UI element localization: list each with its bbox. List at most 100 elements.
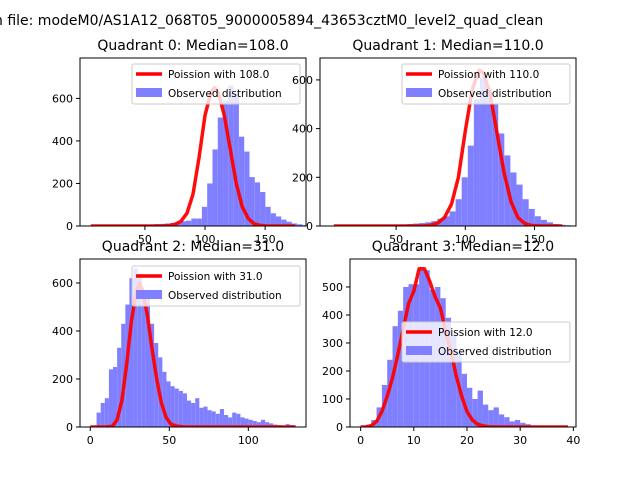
histogram-bar <box>201 206 208 226</box>
axes-frame <box>79 57 307 227</box>
x-tick-label: 150 <box>255 233 276 246</box>
histogram-bar <box>297 224 303 226</box>
y-tick-label: 400 <box>322 309 343 322</box>
histogram-bar <box>451 334 457 427</box>
histogram-bar <box>215 413 220 427</box>
histogram-bar <box>477 390 483 427</box>
histogram-bar <box>207 183 213 226</box>
y-tick-label: 0 <box>66 421 73 434</box>
histogram-bar <box>236 413 241 427</box>
histogram-bar <box>534 216 541 226</box>
histogram-bar <box>180 221 187 226</box>
histogram-bar <box>244 151 250 226</box>
histogram-bar <box>256 422 261 427</box>
histogram-bar <box>443 216 450 226</box>
histogram-bar <box>207 410 212 427</box>
y-tick-label: 300 <box>322 337 343 350</box>
legend: Poission with 108.0 Observed distribution <box>131 63 301 105</box>
x-tick-label: 30 <box>513 434 527 447</box>
histogram-bar <box>203 406 208 427</box>
x-tick-label: 10 <box>407 434 421 447</box>
x-tick-label: 40 <box>566 434 580 447</box>
legend-label-observed: Observed distribution <box>438 88 552 100</box>
histogram-bar <box>219 409 224 427</box>
histogram-bar <box>275 216 282 226</box>
histogram-bar <box>217 117 224 226</box>
histogram-bar <box>516 184 523 226</box>
legend: Poission with 31.0 Observed distribution <box>131 265 301 307</box>
histogram-bar <box>133 268 138 427</box>
histogram-bar <box>482 404 489 427</box>
x-tick-label: 20 <box>460 434 474 447</box>
histogram-bar <box>162 371 167 427</box>
histogram-bar <box>223 100 229 226</box>
histogram-bar <box>233 94 239 226</box>
histogram-bar <box>493 407 499 427</box>
histogram-bar <box>260 419 266 427</box>
histogram-bar <box>265 206 271 226</box>
histogram-bar <box>514 420 521 427</box>
legend-label-poisson: Poission with 12.0 <box>438 327 533 339</box>
x-tick-label: 150 <box>524 233 545 246</box>
x-tick-label: 100 <box>195 233 216 246</box>
histogram-bar <box>141 292 146 427</box>
y-tick-label: 600 <box>52 277 73 290</box>
poisson-line <box>360 267 568 427</box>
histogram-bar <box>479 77 487 226</box>
histogram-bar <box>486 89 493 226</box>
histogram-bar <box>150 323 155 427</box>
legend-box <box>131 265 301 307</box>
y-tick-label: 0 <box>336 421 343 434</box>
histogram-bar <box>137 273 142 427</box>
axes-frame <box>79 258 307 428</box>
legend-label-observed: Observed distribution <box>168 290 282 302</box>
histogram-bar <box>546 222 554 226</box>
histogram-bar <box>113 367 118 427</box>
legend-label-observed: Observed distribution <box>438 346 552 358</box>
histogram-bar <box>199 407 204 427</box>
chart-panel-3: 0 100 200 300 400 500 0 10 20 30 40 Quadrant 3: Med… <box>322 239 580 447</box>
legend-label-poisson: Poission with 31.0 <box>168 271 263 283</box>
histogram-bar <box>449 211 456 226</box>
histogram-bar <box>510 172 517 226</box>
x-tick-label: 100 <box>455 233 476 246</box>
y-tick-label: 100 <box>322 393 343 406</box>
histogram-bar <box>522 199 529 226</box>
histogram-bar <box>269 423 274 427</box>
histogram-bar <box>249 177 255 226</box>
histogram-bar <box>509 421 515 427</box>
histogram-bar <box>145 297 151 427</box>
y-tick-label: 200 <box>52 177 73 190</box>
histogram-bar <box>96 412 101 427</box>
legend-label-poisson: Poission with 110.0 <box>438 69 539 81</box>
histogram-bar <box>472 399 478 427</box>
x-tick-label: 50 <box>389 233 403 246</box>
legend: Poission with 110.0 Observed distribution <box>401 63 571 105</box>
histogram-bar <box>528 208 535 226</box>
histogram-bar <box>387 359 393 427</box>
histogram-bar <box>265 422 270 427</box>
histogram-bar <box>186 220 192 226</box>
x-tick-label: 50 <box>138 233 152 246</box>
histogram-bar <box>445 317 452 427</box>
y-tick-label: 200 <box>322 365 343 378</box>
chart-title: Quadrant 0: Median=108.0 <box>97 38 288 54</box>
y-tick-label: 400 <box>52 135 73 148</box>
y-tick-label: 400 <box>292 123 313 136</box>
histogram-bar <box>244 418 249 427</box>
histogram-bar <box>488 410 494 427</box>
y-tick-label: 0 <box>306 220 313 233</box>
histogram-bar <box>440 298 446 427</box>
histogram-bar <box>473 99 480 226</box>
legend-box <box>401 63 571 105</box>
histogram-bar <box>191 218 197 226</box>
histogram-bar <box>240 417 245 427</box>
x-tick-label: 0 <box>357 434 364 447</box>
legend-box <box>131 63 301 105</box>
legend-bar-swatch <box>406 88 432 97</box>
histogram-bar <box>228 417 233 427</box>
histogram-bar <box>498 133 505 226</box>
histogram-bar <box>170 386 175 427</box>
histogram-bar <box>195 398 200 427</box>
y-tick-label: 500 <box>322 281 343 294</box>
